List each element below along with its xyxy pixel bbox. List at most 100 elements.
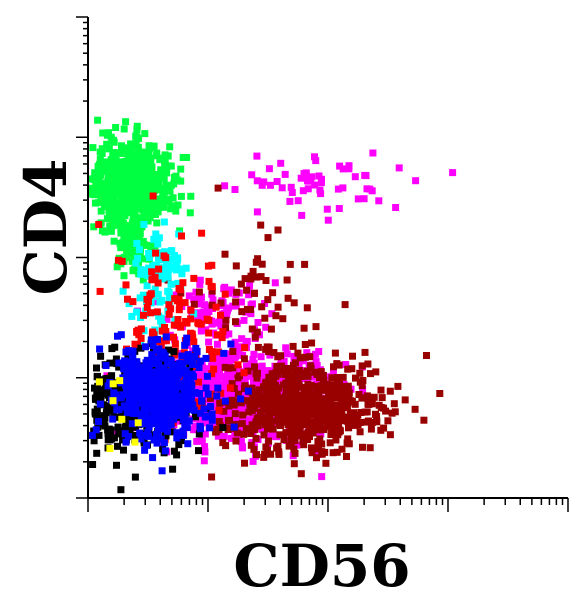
data-point	[174, 254, 182, 262]
data-point	[162, 337, 170, 345]
data-point	[195, 288, 203, 296]
data-point	[128, 370, 136, 378]
data-point	[137, 344, 145, 352]
data-point	[172, 397, 180, 404]
data-point	[254, 319, 262, 326]
data-point	[246, 397, 254, 405]
data-point	[119, 238, 127, 246]
data-point	[153, 203, 161, 211]
data-point	[306, 353, 314, 361]
data-point	[163, 169, 171, 177]
data-point	[261, 450, 269, 458]
data-point	[177, 383, 184, 391]
data-point	[256, 398, 264, 406]
data-point	[160, 252, 168, 260]
data-point	[110, 237, 118, 245]
data-point	[278, 374, 286, 382]
data-point	[254, 255, 262, 263]
data-point	[177, 165, 185, 173]
data-point	[143, 303, 151, 311]
data-point	[184, 351, 192, 359]
data-point	[132, 154, 140, 162]
data-point	[144, 200, 152, 207]
data-point	[203, 372, 211, 380]
data-point	[193, 347, 201, 355]
data-point	[118, 415, 126, 423]
data-point	[95, 431, 103, 439]
data-point	[116, 212, 124, 220]
data-point	[317, 408, 325, 416]
data-point	[97, 352, 105, 360]
data-point	[169, 465, 177, 473]
data-point	[240, 430, 248, 438]
data-point	[298, 211, 306, 219]
data-point	[273, 389, 281, 397]
data-point	[392, 204, 400, 211]
data-point	[373, 413, 381, 420]
data-point	[295, 361, 303, 369]
data-point	[132, 384, 139, 392]
data-point	[258, 392, 266, 400]
data-point	[303, 400, 310, 408]
data-point	[224, 350, 232, 358]
data-point	[198, 229, 206, 237]
data-point	[106, 359, 114, 367]
data-point	[109, 222, 117, 230]
data-point	[297, 470, 305, 478]
data-point	[139, 276, 147, 284]
data-point	[280, 358, 288, 365]
data-points	[88, 116, 457, 494]
data-point	[307, 362, 315, 370]
data-point	[237, 406, 245, 414]
data-point	[191, 353, 199, 360]
data-point	[197, 409, 205, 417]
data-point	[155, 180, 163, 187]
data-point	[312, 323, 320, 331]
data-point	[155, 417, 163, 425]
data-point	[181, 412, 189, 420]
data-point	[312, 358, 320, 366]
data-point	[316, 374, 323, 382]
data-point	[423, 352, 430, 359]
data-point	[163, 315, 171, 323]
data-point	[436, 390, 444, 397]
data-point	[311, 153, 318, 161]
data-point	[345, 423, 352, 431]
data-point	[359, 377, 367, 384]
data-point	[152, 230, 160, 238]
data-point	[205, 338, 213, 346]
data-point	[298, 373, 306, 380]
data-point	[258, 260, 266, 268]
data-point	[145, 250, 153, 257]
data-point	[294, 197, 302, 205]
data-point	[120, 402, 128, 410]
data-point	[143, 148, 150, 156]
data-point	[206, 394, 214, 402]
data-point	[358, 382, 366, 390]
data-point	[317, 430, 325, 438]
data-point	[285, 378, 292, 386]
data-point	[179, 279, 187, 287]
data-point	[151, 285, 159, 293]
data-point	[301, 353, 309, 361]
data-point	[248, 388, 256, 396]
data-point	[247, 430, 255, 437]
data-point	[137, 387, 145, 395]
data-point	[241, 459, 248, 467]
data-point	[195, 320, 203, 328]
data-point	[276, 419, 284, 427]
data-point	[287, 183, 295, 191]
data-point	[118, 244, 126, 252]
data-point	[317, 368, 325, 376]
data-point	[238, 335, 246, 343]
data-point	[158, 409, 166, 417]
data-point	[116, 377, 124, 385]
data-point	[311, 350, 319, 358]
data-point	[184, 357, 192, 365]
data-point	[215, 354, 222, 362]
data-point	[250, 350, 258, 358]
data-point	[245, 408, 253, 416]
data-point	[147, 290, 155, 298]
data-point	[255, 386, 263, 394]
data-point	[267, 450, 275, 458]
